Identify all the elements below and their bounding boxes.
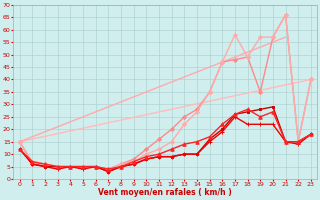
- X-axis label: Vent moyen/en rafales ( km/h ): Vent moyen/en rafales ( km/h ): [99, 188, 232, 197]
